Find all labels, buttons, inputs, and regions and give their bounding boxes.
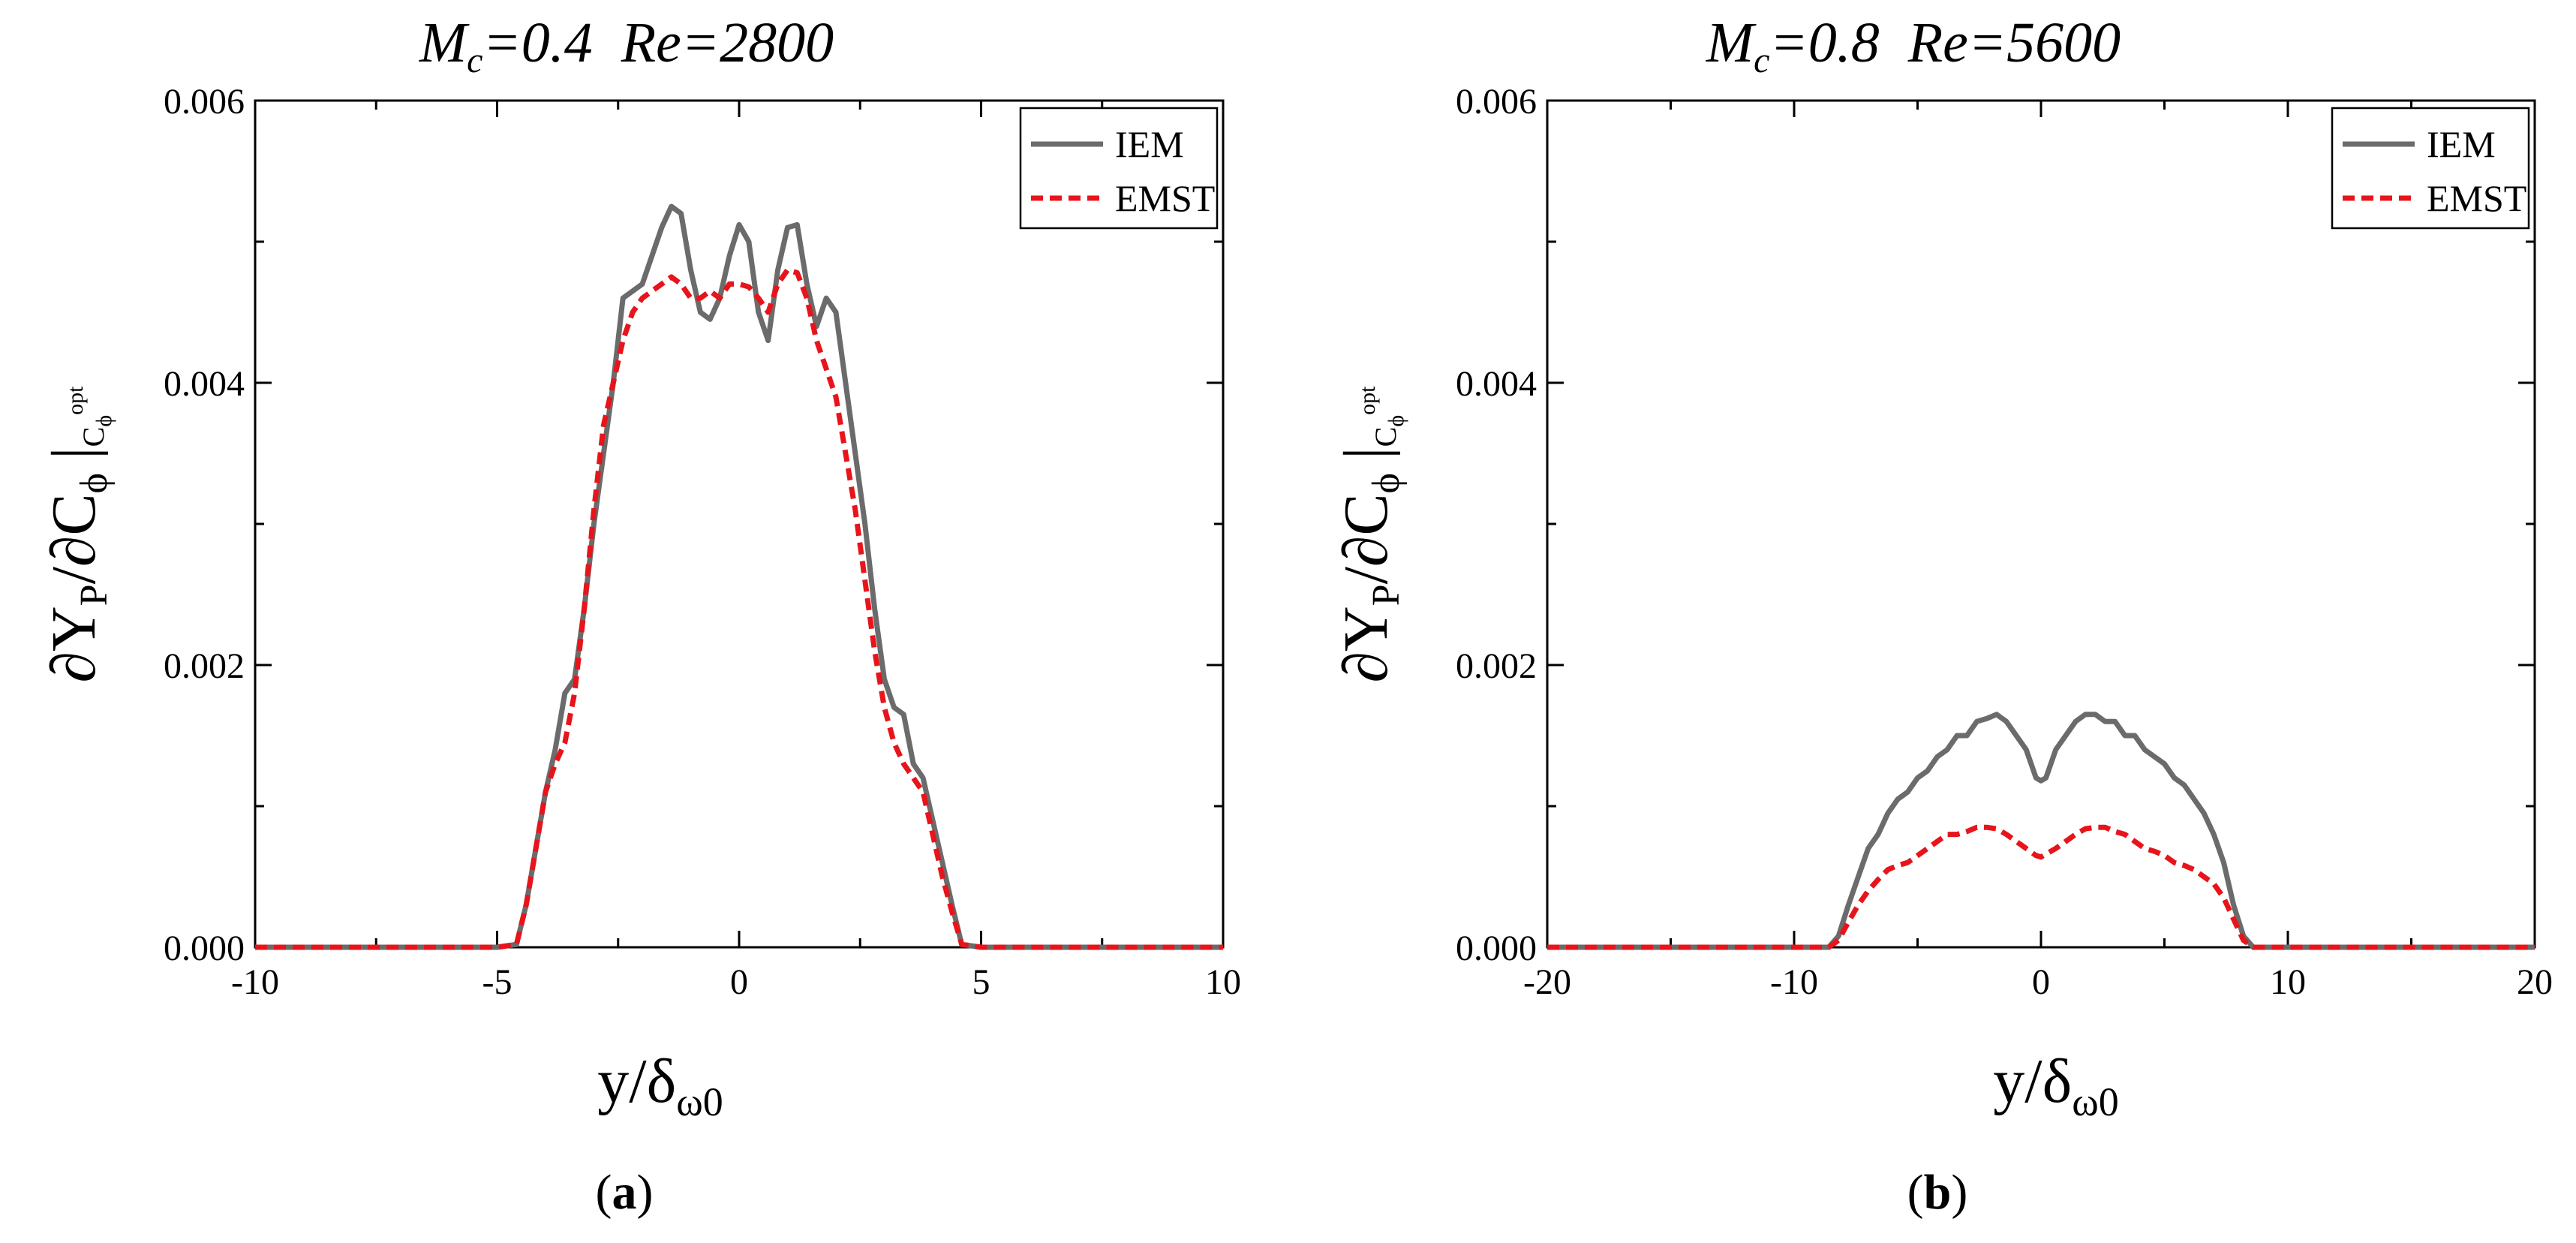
x-tick-label: -5 <box>482 962 512 1002</box>
panel-a-legend-box <box>1019 107 1219 230</box>
x-tick-label: 10 <box>2270 962 2306 1002</box>
legend-label-emst: EMST <box>1115 177 1215 219</box>
panel-a-plot-area: -10 -5 0 5 10 0.000 0.002 0.004 0.006 IEM EMST <box>164 82 1241 1002</box>
y-tick-label: 0.006 <box>1456 82 1537 122</box>
y-tick-label: 0.002 <box>164 646 245 686</box>
panel-b-title: Mc=0.8 Re=5600 <box>1706 11 2121 80</box>
svg-text:∂YP/∂Cϕ|Cϕopt: ∂YP/∂Cϕ|Cϕopt <box>1331 386 1408 683</box>
panel-b: Mc=0.8 Re=5600 ∂YP/∂Cϕ|Cϕopt y/δω0 (b) -2… <box>1331 11 2553 1220</box>
panel-b-series-iem-line <box>1547 712 2535 950</box>
x-tick-label: -20 <box>1523 962 1571 1002</box>
x-tick-label: 10 <box>1205 962 1241 1002</box>
panel-b-label: (b) <box>1907 1165 1968 1220</box>
panel-a-series-iem-line <box>255 203 1223 950</box>
panel-a-label: (a) <box>596 1165 654 1220</box>
y-tick-label: 0.006 <box>164 82 245 122</box>
x-tick-label: 20 <box>2517 962 2553 1002</box>
panel-b-legend-box <box>2331 107 2530 230</box>
panel-a-title: Mc=0.4 Re=2800 <box>419 11 834 80</box>
panel-b-plot-area: -20 -10 0 10 20 0.000 0.002 0.004 0.006 IEM EMST <box>1456 82 2553 1002</box>
x-tick-label: 0 <box>730 962 748 1002</box>
y-tick-label: 0.000 <box>1456 928 1537 968</box>
y-tick-label: 0.004 <box>1456 364 1537 404</box>
y-tick-label: 0.000 <box>164 928 245 968</box>
panel-a-y-axis-label: ∂YP/∂Cϕ|Cϕopt <box>39 386 116 683</box>
panel-b-series-emst-line <box>1547 824 2535 950</box>
x-tick-label: 5 <box>972 962 990 1002</box>
panel-a-x-axis-label: y/δω0 <box>597 1046 723 1124</box>
legend-label-iem: IEM <box>2427 123 2496 165</box>
legend-label-iem: IEM <box>1115 123 1184 165</box>
legend-label-emst: EMST <box>2427 177 2526 219</box>
svg-text:∂YP/∂Cϕ|Cϕopt: ∂YP/∂Cϕ|Cϕopt <box>39 386 116 683</box>
panel-a-series-emst-line <box>255 267 1223 950</box>
panel-b-x-axis-label: y/δω0 <box>1993 1046 2118 1124</box>
y-tick-label: 0.002 <box>1456 646 1537 686</box>
x-tick-label: -10 <box>1770 962 1818 1002</box>
x-tick-label: -10 <box>231 962 279 1002</box>
panel-b-y-axis-label: ∂YP/∂Cϕ|Cϕopt <box>1331 386 1408 683</box>
y-tick-label: 0.004 <box>164 364 245 404</box>
panel-a: Mc=0.4 Re=2800 ∂YP/∂Cϕ|Cϕopt y/δω0 (a) -1… <box>39 11 1241 1220</box>
x-tick-label: 0 <box>2032 962 2050 1002</box>
